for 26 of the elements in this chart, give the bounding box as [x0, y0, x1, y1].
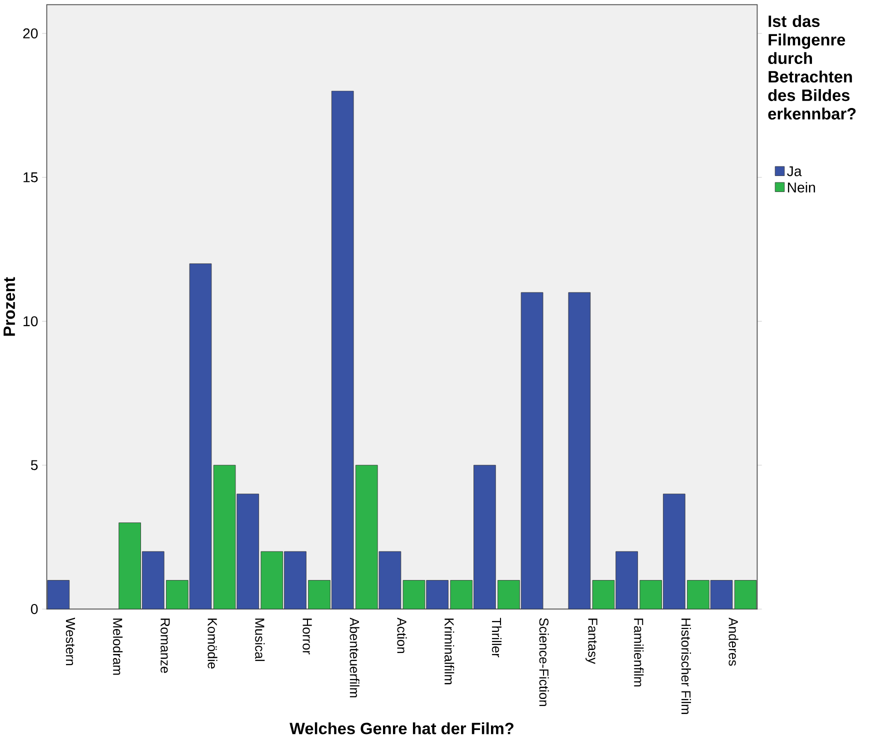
x-tick-label: Komödie — [208, 618, 218, 669]
x-tick-label: Melodram — [113, 618, 123, 675]
y-tick-label: 0 — [30, 604, 38, 614]
x-tick-label: Anderes — [728, 618, 738, 666]
y-tick-label: 15 — [24, 172, 38, 182]
x-tick-label: Kriminalfilm — [444, 618, 454, 684]
x-tick-label: Thriller — [492, 618, 502, 658]
x-tick-label: Familienfilm — [634, 618, 644, 686]
y-axis-title: Prozent — [4, 277, 16, 336]
y-tick-label: 20 — [23, 28, 38, 38]
bar — [47, 580, 70, 610]
x-tick-label: Musical — [255, 618, 265, 662]
legend-title: Ist das Filmgenre durch Betrachten des Bildes erkennbar? — [768, 15, 856, 120]
x-tick-label: Historischer Film — [681, 618, 691, 714]
y-tick-label: 5 — [30, 460, 38, 470]
legend-label: Ja — [787, 166, 802, 176]
x-tick-label: Western — [66, 618, 75, 666]
x-tick-label: Action — [397, 618, 407, 654]
x-tick-label: Abenteuerfilm — [350, 618, 360, 698]
y-tick-label: 10 — [24, 316, 38, 326]
x-tick-label: Science-Fiction — [539, 618, 549, 706]
x-axis-title: Welches Genre hat der Film? — [290, 722, 514, 734]
x-tick-label: Horror — [302, 618, 312, 654]
x-tick-label: Fantasy — [586, 618, 598, 664]
legend-label: Nein — [788, 182, 815, 193]
x-tick-label: Romanze — [160, 618, 170, 673]
